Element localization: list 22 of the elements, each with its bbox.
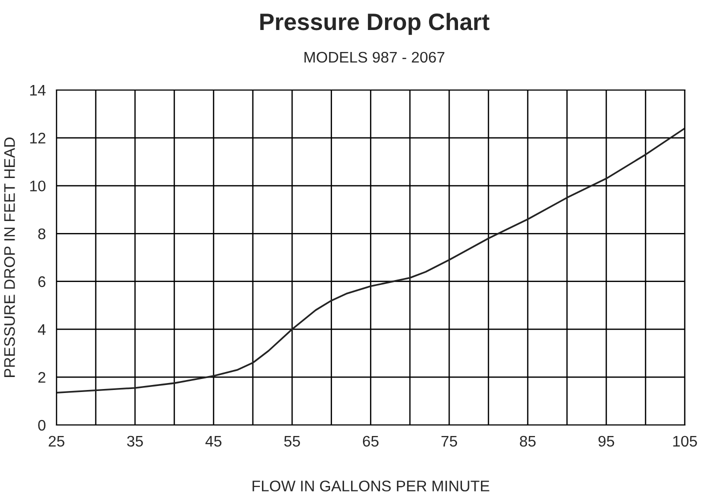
y-tick-label: 8 xyxy=(38,228,46,240)
y-tick-label: 6 xyxy=(38,276,46,288)
x-tick-label: 25 xyxy=(48,436,64,447)
x-tick-label: 35 xyxy=(127,436,143,447)
x-tick-label: 65 xyxy=(362,436,379,447)
y-tick-label: 12 xyxy=(30,132,46,144)
y-axis-title: PRESSURE DROP IN FEET HEAD xyxy=(4,138,15,377)
x-tick-label: 105 xyxy=(673,436,697,447)
x-tick-label: 75 xyxy=(441,436,458,447)
y-tick-label: 10 xyxy=(30,180,46,192)
line-series xyxy=(56,127,685,394)
y-tick-label: 2 xyxy=(38,372,46,383)
chart-subtitle: MODELS 987 - 2067 xyxy=(304,52,444,63)
y-tick-label: 0 xyxy=(38,420,46,431)
x-tick-label: 55 xyxy=(284,436,300,447)
x-tick-label: 95 xyxy=(598,436,614,447)
x-axis-title: FLOW IN GALLONS PER MINUTE xyxy=(252,480,490,492)
x-tick-label: 85 xyxy=(520,436,536,447)
y-tick-label: 4 xyxy=(38,324,46,335)
chart-title: Pressure Drop Chart xyxy=(260,12,490,35)
y-tick-label: 14 xyxy=(30,85,46,96)
x-tick-label: 45 xyxy=(205,436,222,447)
